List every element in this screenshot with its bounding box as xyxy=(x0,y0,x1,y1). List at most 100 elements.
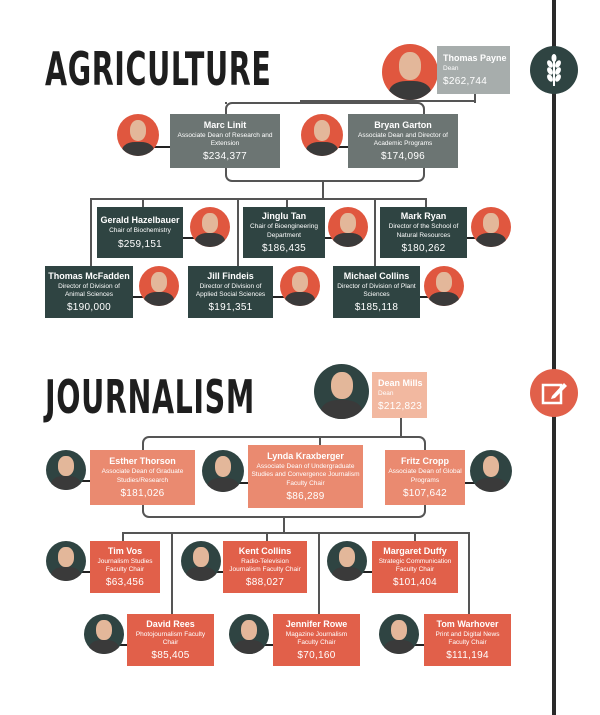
person-name: Dean Mills xyxy=(378,377,423,388)
avatar-body xyxy=(207,477,239,492)
connector-line xyxy=(468,532,470,614)
person-name: Thomas Payne xyxy=(443,52,507,63)
connector-line xyxy=(122,532,470,534)
person-salary: $186,435 xyxy=(261,242,307,254)
person-salary: $181,026 xyxy=(120,487,165,499)
connector-line xyxy=(474,93,476,103)
avatar-head xyxy=(483,212,499,233)
person-card-kent-collins: Kent Collins Radio-Television Journalism … xyxy=(223,541,307,593)
person-salary: $111,194 xyxy=(446,650,489,662)
avatar-body xyxy=(475,233,507,247)
person-salary: $86,289 xyxy=(286,490,325,502)
person-role: Strategic Communication Faculty Chair xyxy=(378,557,452,573)
person-role: Associate Dean of Undergraduate Studies … xyxy=(251,463,360,487)
connector-line xyxy=(171,532,173,614)
avatar-head xyxy=(129,119,147,141)
person-salary: $212,823 xyxy=(378,401,423,413)
person-card-lynda-kraxberger: Lynda Kraxberger Associate Dean of Underg… xyxy=(248,445,363,508)
person-card-margaret-duffy: Margaret Duffy Strategic Communication Fa… xyxy=(372,541,458,593)
person-name: Jennifer Rowe xyxy=(285,618,348,629)
connector-line xyxy=(237,198,239,266)
avatar-body xyxy=(388,80,432,100)
avatar-jill-findeis xyxy=(280,266,320,306)
person-card-jill-findeis: Jill Findeis Director of Division of Appl… xyxy=(188,266,273,318)
avatar-head xyxy=(339,546,355,567)
avatar-margaret-duffy xyxy=(327,541,367,581)
avatar-mark-ryan xyxy=(471,207,511,247)
connector-line xyxy=(122,532,124,541)
avatar-body xyxy=(185,567,217,581)
person-salary: $70,160 xyxy=(297,650,336,662)
person-role: Photojournalism Faculty Chair xyxy=(135,630,206,646)
person-role: Chair of Biochemistry xyxy=(109,227,171,235)
avatar-lynda-kraxberger xyxy=(202,450,244,492)
connector-line xyxy=(90,198,92,266)
person-name: Marc Linit xyxy=(203,119,247,130)
person-card-esther-thorson: Esther Thorson Associate Dean of Graduate… xyxy=(90,450,195,505)
person-card-gerald-hazelbauer: Gerald Hazelbauer Chair of Biochemistry $2… xyxy=(97,207,183,258)
connector-line xyxy=(142,198,144,207)
edit-icon xyxy=(530,369,578,417)
person-card-michael-collins: Michael Collins Director of Division of P… xyxy=(333,266,420,318)
avatar-head xyxy=(58,546,74,567)
avatar-body xyxy=(428,292,460,306)
person-salary: $88,027 xyxy=(245,577,285,589)
avatar-head xyxy=(214,455,232,477)
avatar-body xyxy=(194,233,226,247)
person-card-jennifer-rowe: Jennifer Rowe Magazine Journalism Faculty… xyxy=(273,614,360,666)
person-salary: $185,118 xyxy=(354,302,399,314)
person-role: Director of Division of Animal Sciences xyxy=(58,282,120,298)
connector-line xyxy=(318,532,320,614)
avatar-head xyxy=(58,455,74,476)
person-name: Thomas McFadden xyxy=(48,270,130,281)
avatar-jinglu-tan xyxy=(328,207,368,247)
avatar-tim-vos xyxy=(46,541,86,581)
person-name: Tim Vos xyxy=(107,545,143,556)
avatar-head xyxy=(292,271,308,292)
timeline-line xyxy=(552,0,556,715)
person-name: Jinglu Tan xyxy=(261,211,307,222)
avatar-esther-thorson xyxy=(46,450,86,490)
avatar-head xyxy=(241,619,257,640)
person-salary: $190,000 xyxy=(66,302,112,314)
avatar-head xyxy=(436,271,452,292)
avatar-body xyxy=(50,567,82,581)
person-salary: $180,262 xyxy=(401,242,446,254)
connector-line xyxy=(414,532,416,541)
avatar-head xyxy=(482,455,500,477)
avatar-head xyxy=(313,119,331,141)
person-role: Associate Dean of Research and Extension xyxy=(177,131,273,147)
person-name: Bryan Garton xyxy=(374,119,432,130)
person-name: Gerald Hazelbauer xyxy=(100,215,180,226)
avatar-tom-warhover xyxy=(379,614,419,654)
avatar-body xyxy=(475,477,507,492)
connector-line xyxy=(322,180,324,198)
avatar-body xyxy=(332,233,364,247)
person-role: Magazine Journalism Faculty Chair xyxy=(285,630,348,646)
avatar-thomas-payne xyxy=(382,44,438,100)
person-name: Margaret Duffy xyxy=(383,545,447,556)
person-role: Dean xyxy=(443,64,459,72)
person-card-fritz-cropp: Fritz Cropp Associate Dean of Global Prog… xyxy=(385,450,465,505)
connector-line xyxy=(286,198,288,207)
avatar-jennifer-rowe xyxy=(229,614,269,654)
person-name: Mark Ryan xyxy=(400,211,447,222)
avatar-head xyxy=(398,51,422,80)
person-salary: $262,744 xyxy=(443,76,488,88)
person-card-tom-warhover: Tom Warhover Print and Digital News Facul… xyxy=(424,614,511,666)
avatar-head xyxy=(96,619,112,640)
wheat-icon xyxy=(530,46,578,94)
person-role: Director of Division of Applied Social S… xyxy=(195,282,266,298)
person-name: Michael Collins xyxy=(343,270,410,281)
person-salary: $107,642 xyxy=(402,487,448,499)
avatar-head xyxy=(340,212,356,233)
person-role: Associate Dean of Graduate Studies/Resea… xyxy=(101,468,184,484)
person-role: Radio-Television Journalism Faculty Chai… xyxy=(229,557,301,573)
avatar-head xyxy=(391,619,407,640)
connector-line xyxy=(374,198,376,266)
person-card-bryan-garton: Bryan Garton Associate Dean and Director … xyxy=(348,114,458,168)
connector-line xyxy=(225,102,227,104)
person-card-jinglu-tan: Jinglu Tan Chair of Bioengineering Depart… xyxy=(243,207,325,258)
person-name: Kent Collins xyxy=(238,545,292,556)
